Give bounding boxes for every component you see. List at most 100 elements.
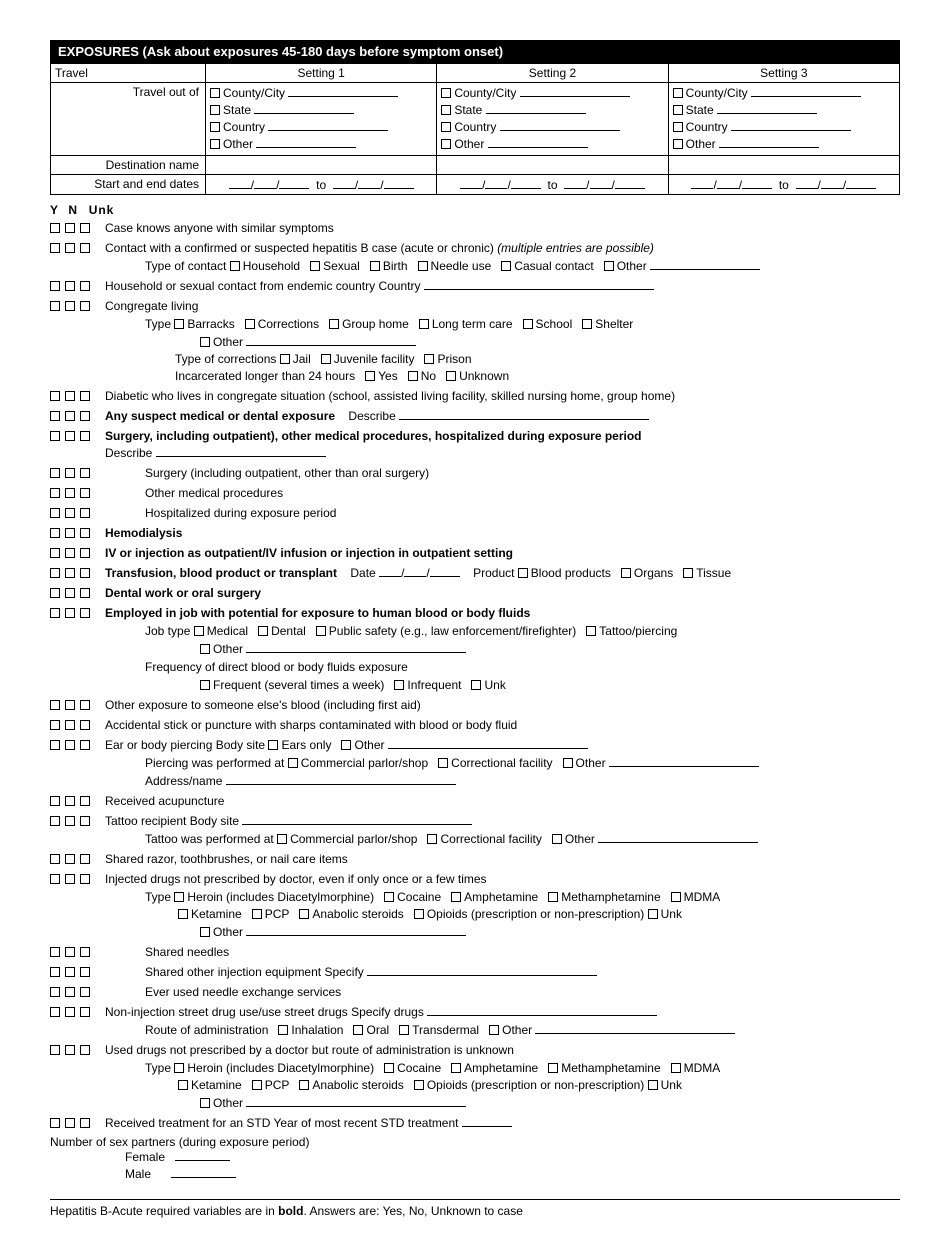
checkbox[interactable] [50,431,60,441]
checkbox[interactable] [80,588,90,598]
checkbox[interactable] [80,947,90,957]
checkbox[interactable] [329,319,339,329]
checkbox[interactable] [523,319,533,329]
checkbox[interactable] [673,122,683,132]
checkbox[interactable] [194,626,204,636]
checkbox[interactable] [50,508,60,518]
checkbox[interactable] [80,548,90,558]
checkbox[interactable] [80,1007,90,1017]
checkbox[interactable] [586,626,596,636]
checkbox[interactable] [65,568,75,578]
checkbox[interactable] [353,1025,363,1035]
checkbox[interactable] [50,1118,60,1128]
checkbox[interactable] [683,568,693,578]
checkbox[interactable] [50,391,60,401]
checkbox[interactable] [50,468,60,478]
checkbox[interactable] [252,909,262,919]
checkbox[interactable] [65,1007,75,1017]
checkbox[interactable] [200,337,210,347]
checkbox[interactable] [50,967,60,977]
checkbox[interactable] [80,740,90,750]
checkbox[interactable] [65,720,75,730]
checkbox[interactable] [548,1063,558,1073]
checkbox[interactable] [50,281,60,291]
checkbox[interactable] [471,680,481,690]
checkbox[interactable] [174,1063,184,1073]
checkbox[interactable] [441,88,451,98]
checkbox[interactable] [280,354,290,364]
checkbox[interactable] [258,626,268,636]
checkbox[interactable] [365,371,375,381]
checkbox[interactable] [65,854,75,864]
checkbox[interactable] [518,568,528,578]
checkbox[interactable] [424,354,434,364]
checkbox[interactable] [50,548,60,558]
checkbox[interactable] [200,680,210,690]
checkbox[interactable] [288,758,298,768]
checkbox[interactable] [321,354,331,364]
checkbox[interactable] [65,816,75,826]
checkbox[interactable] [414,909,424,919]
checkbox[interactable] [671,892,681,902]
checkbox[interactable] [80,568,90,578]
checkbox[interactable] [80,411,90,421]
checkbox[interactable] [65,411,75,421]
checkbox[interactable] [50,488,60,498]
checkbox[interactable] [673,105,683,115]
checkbox[interactable] [80,281,90,291]
checkbox[interactable] [441,122,451,132]
checkbox[interactable] [80,720,90,730]
dest2[interactable] [437,156,668,175]
checkbox[interactable] [210,105,220,115]
checkbox[interactable] [501,261,511,271]
checkbox[interactable] [50,1007,60,1017]
checkbox[interactable] [65,796,75,806]
checkbox[interactable] [621,568,631,578]
checkbox[interactable] [65,987,75,997]
checkbox[interactable] [65,528,75,538]
checkbox[interactable] [178,909,188,919]
checkbox[interactable] [50,854,60,864]
checkbox[interactable] [174,319,184,329]
dest1[interactable] [206,156,437,175]
checkbox[interactable] [80,854,90,864]
checkbox[interactable] [341,740,351,750]
checkbox[interactable] [50,816,60,826]
checkbox[interactable] [174,892,184,902]
checkbox[interactable] [50,301,60,311]
checkbox[interactable] [277,834,287,844]
checkbox[interactable] [65,740,75,750]
checkbox[interactable] [441,139,451,149]
checkbox[interactable] [65,301,75,311]
checkbox[interactable] [50,223,60,233]
checkbox[interactable] [200,644,210,654]
checkbox[interactable] [65,548,75,558]
checkbox[interactable] [80,967,90,977]
checkbox[interactable] [245,319,255,329]
checkbox[interactable] [210,139,220,149]
checkbox[interactable] [65,488,75,498]
checkbox[interactable] [200,1098,210,1108]
checkbox[interactable] [489,1025,499,1035]
checkbox[interactable] [50,796,60,806]
checkbox[interactable] [582,319,592,329]
checkbox[interactable] [200,927,210,937]
checkbox[interactable] [80,431,90,441]
checkbox[interactable] [210,122,220,132]
checkbox[interactable] [65,947,75,957]
checkbox[interactable] [50,411,60,421]
checkbox[interactable] [384,1063,394,1073]
checkbox[interactable] [548,892,558,902]
checkbox[interactable] [384,892,394,902]
checkbox[interactable] [370,261,380,271]
checkbox[interactable] [230,261,240,271]
checkbox[interactable] [394,680,404,690]
checkbox[interactable] [178,1080,188,1090]
dates1[interactable]: // to // [206,175,437,195]
checkbox[interactable] [65,508,75,518]
checkbox[interactable] [673,88,683,98]
checkbox[interactable] [80,301,90,311]
checkbox[interactable] [399,1025,409,1035]
checkbox[interactable] [419,319,429,329]
checkbox[interactable] [50,740,60,750]
